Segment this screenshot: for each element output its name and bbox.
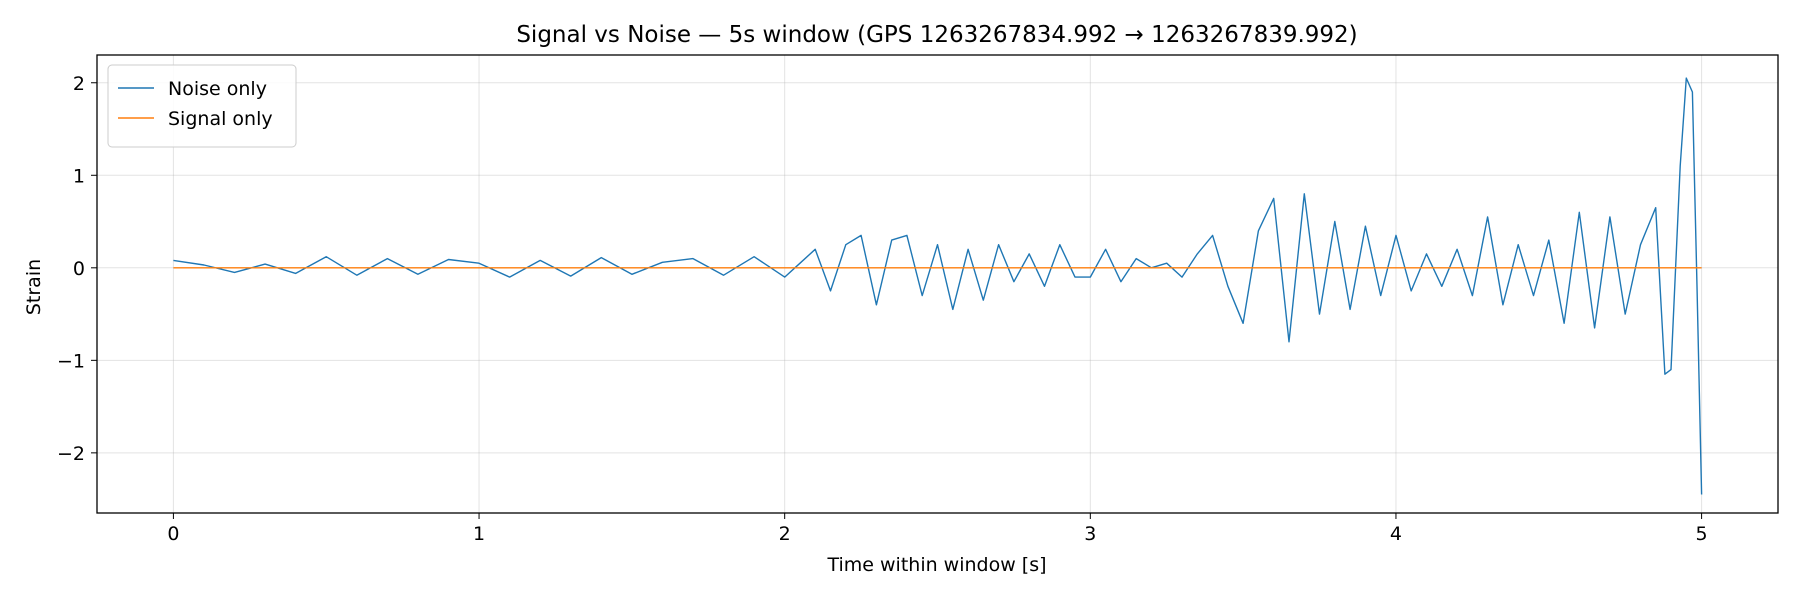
x-axis-label: Time within window [s] <box>826 554 1046 576</box>
axes-frame <box>96 54 1779 514</box>
legend-label: Signal only <box>168 108 273 130</box>
x-tick-label: 1 <box>473 523 485 545</box>
x-tick-label: 2 <box>779 523 791 545</box>
y-ticks: 2 1 0 −1 −2 <box>57 73 97 465</box>
x-tick-label: 3 <box>1084 523 1096 545</box>
legend: Noise only Signal only <box>107 64 297 148</box>
x-ticks: 0 1 2 3 4 5 <box>167 513 1708 545</box>
legend-box <box>107 64 297 148</box>
y-tick-label: −2 <box>57 443 85 465</box>
y-tick-label: 1 <box>73 165 85 187</box>
series-line-1 <box>173 77 1703 495</box>
x-tick-label: 0 <box>167 523 179 545</box>
x-tick-label: 5 <box>1696 523 1708 545</box>
y-tick-label: 2 <box>73 73 85 95</box>
y-tick-label: −1 <box>57 350 85 372</box>
y-axis-label: Strain <box>23 259 45 315</box>
x-tick-label: 4 <box>1390 523 1402 545</box>
chart-title: Signal vs Noise — 5s window (GPS 1263267… <box>516 22 1357 48</box>
series-group <box>173 77 1703 495</box>
y-tick-label: 0 <box>73 258 85 280</box>
legend-label: Noise only <box>168 78 267 100</box>
